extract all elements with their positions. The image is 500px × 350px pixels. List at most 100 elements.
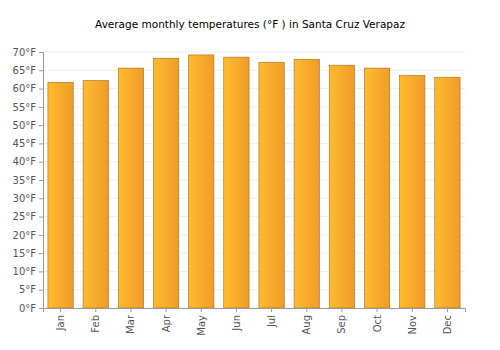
y-tick-label: 50°F (13, 120, 37, 131)
y-tick-mark (39, 217, 43, 218)
y-tick-mark (39, 52, 43, 53)
bar (400, 75, 425, 308)
x-tick: Aug (301, 308, 312, 335)
x-tick-label: Mar (125, 314, 136, 334)
y-tick: 65°F (13, 65, 43, 76)
y-tick: 15°F (13, 248, 43, 259)
grid-line (43, 52, 465, 53)
y-tick-label: 45°F (13, 138, 37, 149)
y-tick-label: 15°F (13, 248, 37, 259)
x-tick-mark (306, 308, 307, 312)
y-tick-mark (39, 89, 43, 90)
x-tick: Nov (407, 308, 418, 335)
x-tick-mark (166, 308, 167, 312)
x-tick: May (196, 308, 207, 336)
y-tick: 20°F (13, 230, 43, 241)
y-tick-mark (39, 162, 43, 163)
y-tick: 25°F (13, 211, 43, 222)
x-tick-label: Aug (301, 315, 312, 335)
title: Average monthly temperatures (°F ) in Sa… (95, 18, 405, 30)
x-tick-label: Jul (266, 315, 277, 328)
y-tick: 0°F (19, 303, 43, 314)
y-tick-label: 55°F (13, 102, 37, 113)
x-tick-label: Apr (161, 314, 172, 332)
x-tick-mark (130, 308, 131, 312)
bar (435, 77, 460, 308)
y-tick-mark (39, 308, 43, 309)
y-tick: 70°F (13, 47, 43, 58)
y-tick-label: 60°F (13, 83, 37, 94)
bar (83, 81, 108, 308)
x-tick-mark (271, 308, 272, 312)
y-tick-label: 65°F (13, 65, 37, 76)
y-tick-label: 10°F (13, 266, 37, 277)
y-tick: 60°F (13, 83, 43, 94)
y-tick-label: 20°F (13, 230, 37, 241)
grid (43, 52, 465, 308)
bar (364, 68, 389, 308)
x-tick: Mar (125, 308, 136, 334)
x-tick: Apr (161, 308, 172, 332)
bar (189, 55, 214, 308)
y-tick-mark (39, 180, 43, 181)
x-tick-mark (412, 308, 413, 312)
y-tick: 30°F (13, 193, 43, 204)
x-tick: Oct (372, 308, 383, 332)
y-tick-mark (39, 70, 43, 71)
y-tick-mark (39, 271, 43, 272)
bar (259, 62, 284, 308)
x-tick-label: Jun (231, 315, 242, 332)
y-tick-label: 30°F (13, 193, 37, 204)
x-tick: Jan (55, 308, 66, 331)
y-tick-mark (39, 290, 43, 291)
bar (153, 58, 178, 308)
y-axis-line (39, 53, 44, 309)
x-tick: Dec (442, 308, 453, 334)
x-tick-label: Nov (407, 315, 418, 335)
bars (48, 55, 460, 308)
x-tick-label: Sep (336, 315, 347, 334)
bar (48, 82, 73, 308)
y-axis: 0°F 5°F 10°F 15°F 20°F 25°F 30°F 35°F 40°F 45°F 50… (13, 47, 44, 314)
bar (329, 65, 354, 308)
x-tick-mark (377, 308, 378, 312)
x-tick-label: May (196, 315, 207, 336)
x-axis: JanFebMarAprMayJunJulAugSepOctNovDec (44, 308, 466, 336)
y-tick-label: 70°F (13, 47, 37, 58)
y-tick-mark (39, 143, 43, 144)
y-tick-mark (39, 107, 43, 108)
y-tick: 55°F (13, 102, 43, 113)
x-tick: Jun (231, 308, 242, 332)
bar (224, 57, 249, 308)
y-tick-mark (39, 198, 43, 199)
y-tick-label: 25°F (13, 211, 37, 222)
y-tick: 5°F (19, 284, 43, 295)
x-tick-label: Jan (55, 315, 66, 331)
bar (118, 68, 143, 308)
x-tick-mark (201, 308, 202, 312)
y-tick-label: 0°F (19, 303, 36, 314)
plot: 0°F 5°F 10°F 15°F 20°F 25°F 30°F 35°F 40°F 45°F 50… (13, 47, 466, 336)
y-tick-label: 5°F (19, 284, 36, 295)
y-tick-mark (39, 235, 43, 236)
x-tick: Jul (266, 308, 277, 328)
y-tick: 45°F (13, 138, 43, 149)
x-axis-line (44, 309, 466, 313)
y-tick-label: 35°F (13, 175, 37, 186)
x-tick-mark (236, 308, 237, 312)
y-tick-mark (39, 253, 43, 254)
x-tick-mark (60, 308, 61, 312)
y-tick: 10°F (13, 266, 43, 277)
chart: Average monthly temperatures (°F ) in Sa… (0, 0, 500, 350)
x-tick-mark (341, 308, 342, 312)
x-tick-mark (95, 308, 96, 312)
x-tick-label: Dec (442, 315, 453, 334)
y-tick: 35°F (13, 175, 43, 186)
x-tick-label: Oct (372, 315, 383, 332)
bar (294, 59, 319, 308)
x-tick-mark (447, 308, 448, 312)
y-tick-mark (39, 125, 43, 126)
y-tick-label: 40°F (13, 156, 37, 167)
y-tick: 40°F (13, 156, 43, 167)
x-tick: Sep (336, 308, 347, 334)
